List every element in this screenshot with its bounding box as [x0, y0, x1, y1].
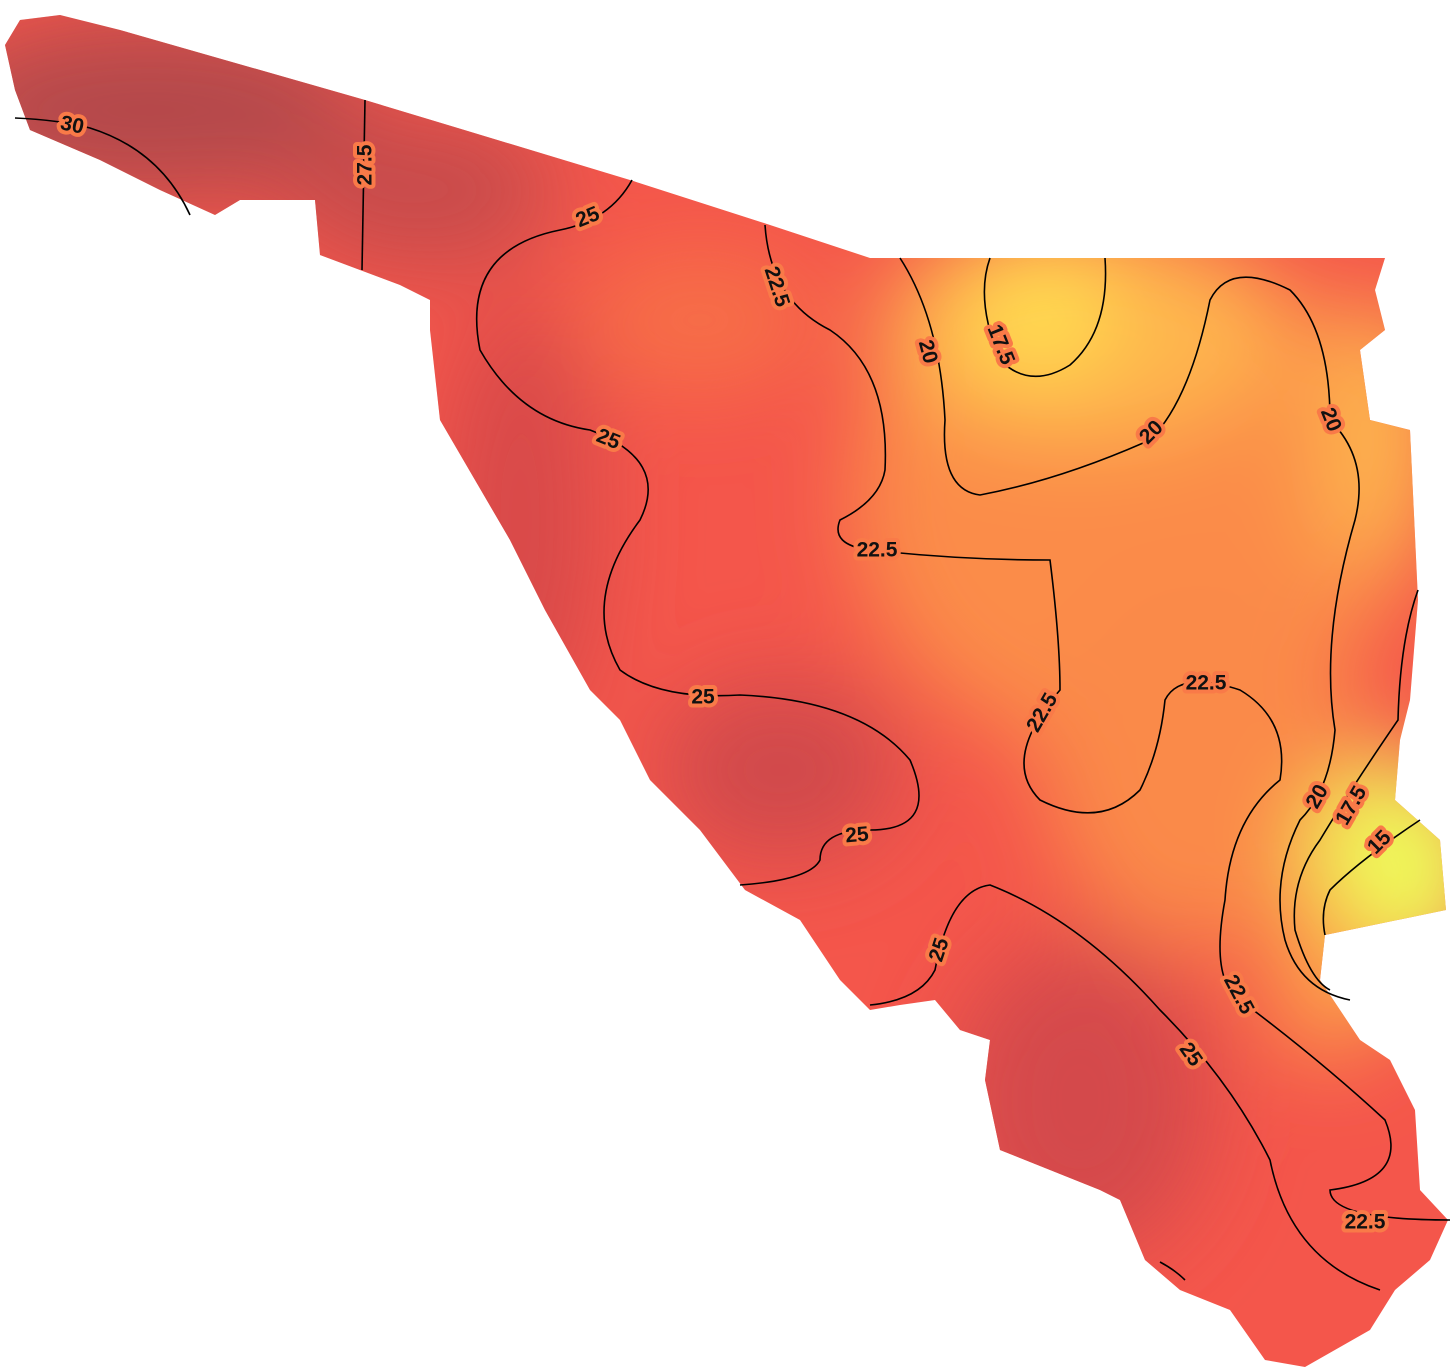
contour-label: 25	[844, 823, 870, 848]
label-halo: 22.5	[1186, 672, 1227, 695]
isoline	[899, 257, 1360, 1001]
label-halo: 22.5	[1345, 1211, 1386, 1234]
contour-label: 25	[691, 686, 715, 709]
isoline	[1293, 589, 1419, 991]
isoline	[14, 117, 191, 216]
contour-label: 22.5	[857, 539, 898, 562]
contour-label: 22.5	[1345, 1211, 1386, 1234]
isolines	[14, 99, 1451, 1291]
contour-label: 27.5	[354, 144, 377, 185]
isoline	[361, 99, 366, 271]
label-halo: 22.5	[857, 539, 898, 562]
isoline	[869, 884, 1381, 1291]
isoline	[764, 224, 1451, 1221]
isoline	[475, 179, 920, 886]
contour-label: 22.5	[1186, 672, 1227, 695]
label-halo: 27.5	[354, 144, 377, 185]
isoline	[1322, 819, 1421, 936]
label-halo: 25	[691, 686, 715, 709]
isoline	[1159, 1261, 1186, 1281]
isoline	[983, 257, 1107, 378]
contour-label: 30	[58, 111, 86, 138]
